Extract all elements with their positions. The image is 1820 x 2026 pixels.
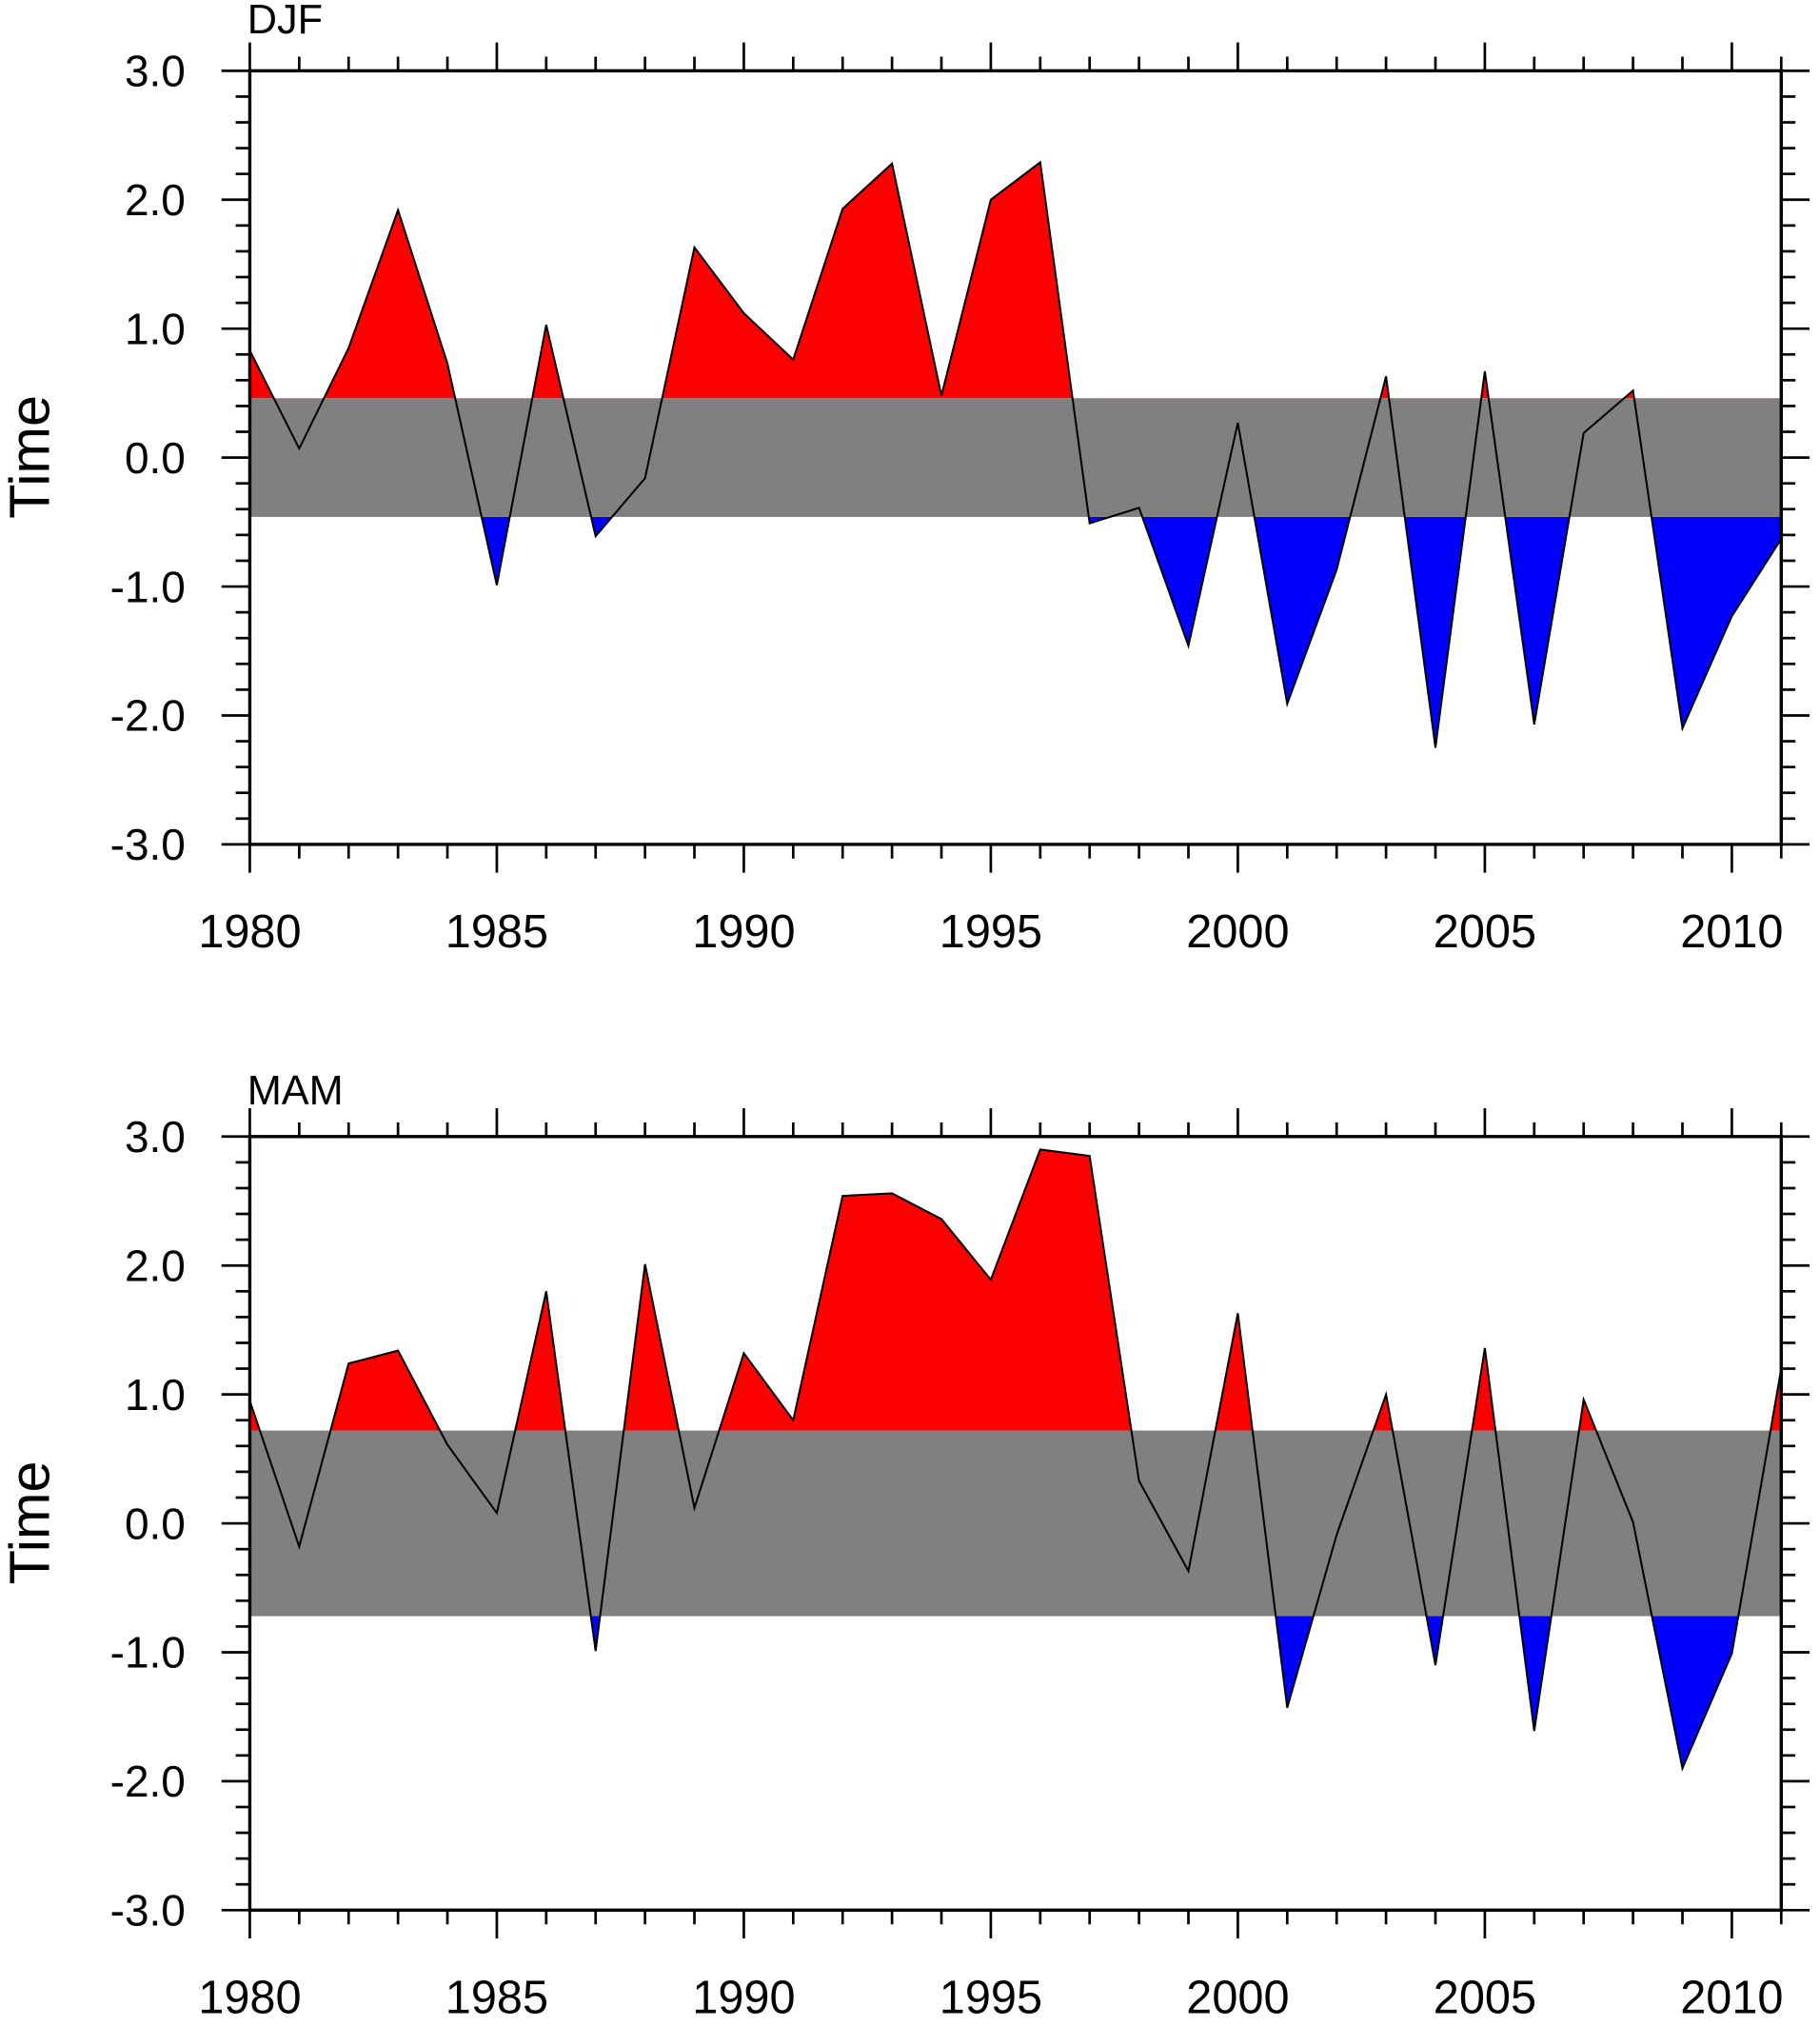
y-tick-label: -2.0 — [110, 691, 186, 741]
y-tick-label: 1.0 — [125, 304, 186, 353]
panel-title: DJF — [247, 0, 323, 43]
x-tick-label: 2010 — [1680, 906, 1783, 958]
x-tick-label: 1995 — [940, 906, 1042, 958]
y-tick-label: 2.0 — [125, 1241, 186, 1290]
y-tick-label: 0.0 — [125, 433, 186, 483]
x-tick-label: 1990 — [692, 906, 795, 958]
y-tick-label: 0.0 — [125, 1499, 186, 1548]
y-tick-label: -1.0 — [110, 562, 186, 611]
panel-djf: DJF Time 1980 1985 1990 1995 2000 2005 2010 3.0… — [0, 0, 1810, 958]
y-tick-label: 3.0 — [125, 1112, 186, 1162]
above-band-area — [249, 1149, 1782, 1431]
y-tick-label: -3.0 — [110, 820, 186, 869]
x-tick-label: 2000 — [1186, 906, 1289, 958]
above-band-area — [249, 162, 1782, 399]
x-tick-label: 1985 — [445, 1972, 548, 2023]
y-tick-label: 1.0 — [125, 1370, 186, 1420]
x-tick-label: 1980 — [198, 1972, 301, 2023]
series-line — [248, 1148, 1783, 1772]
y-axis-label: Time — [0, 395, 62, 519]
significance-band — [249, 1430, 1782, 1617]
x-tick-label: 2010 — [1680, 1972, 1783, 2023]
y-tick-label: -3.0 — [110, 1886, 186, 1936]
panel-title: MAM — [247, 1068, 344, 1114]
x-tick-label: 1995 — [940, 1972, 1042, 2023]
series-line — [248, 160, 1783, 748]
x-tick-label: 1980 — [198, 906, 301, 958]
y-tick-label: 2.0 — [125, 175, 186, 225]
x-tick-label: 2005 — [1434, 1972, 1536, 2023]
y-tick-label: 3.0 — [125, 47, 186, 96]
significance-band — [249, 398, 1782, 517]
x-tick-label: 2005 — [1434, 906, 1536, 958]
x-tick-label: 2000 — [1186, 1972, 1289, 2023]
panel-mam: MAM Time 1980 1985 1990 1995 2000 2005 2010 3.0… — [0, 1068, 1810, 2023]
x-tick-label: 1985 — [445, 906, 548, 958]
x-tick-label: 1990 — [692, 1972, 795, 2023]
y-tick-label: -2.0 — [110, 1757, 186, 1806]
y-tick-label: -1.0 — [110, 1628, 186, 1678]
y-axis-label: Time — [0, 1460, 62, 1584]
